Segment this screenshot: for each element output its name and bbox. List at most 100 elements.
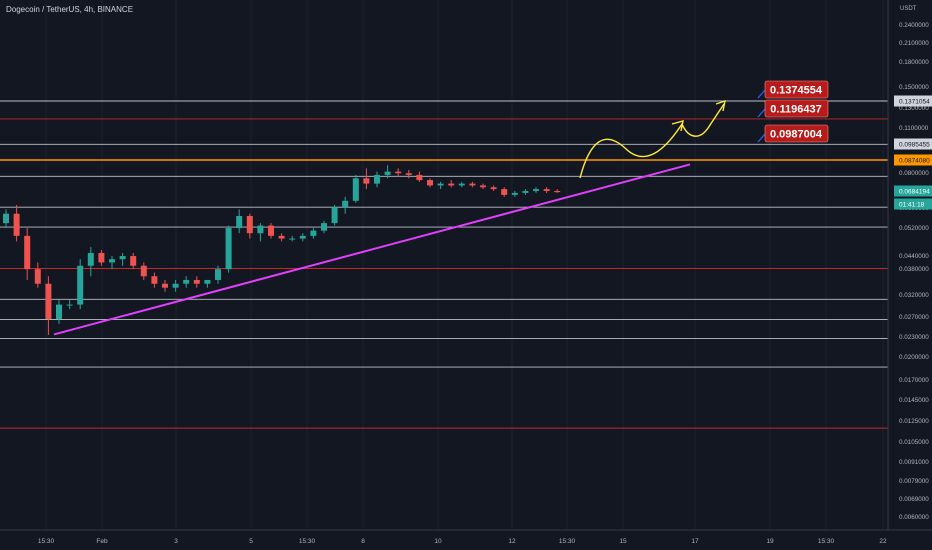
time-tick-label: 15:30 bbox=[299, 538, 316, 545]
candle-body bbox=[225, 228, 232, 270]
target-label: 0.0987004 bbox=[770, 129, 823, 141]
candle-body bbox=[331, 207, 338, 224]
target-label-box bbox=[764, 80, 829, 99]
time-tick-label: 15:30 bbox=[559, 538, 576, 545]
price-tick-label: 0.2400000 bbox=[899, 22, 929, 29]
price-tag-label: 0.1371054 bbox=[899, 99, 930, 106]
trendline bbox=[53, 163, 691, 336]
projection-arrowhead bbox=[715, 99, 726, 112]
candle-body bbox=[448, 183, 455, 186]
price-tick-label: 0.0320000 bbox=[899, 292, 929, 299]
candle-body bbox=[109, 259, 115, 263]
annotation-pointer bbox=[757, 89, 766, 99]
price-tag-label: 0.0874080 bbox=[899, 158, 930, 165]
candle-body bbox=[321, 223, 327, 231]
time-tick-label: 12 bbox=[508, 538, 516, 545]
price-tag bbox=[894, 198, 932, 210]
candle-body bbox=[342, 200, 349, 208]
price-tick-label: 0.0125000 bbox=[899, 418, 929, 425]
candle-body bbox=[310, 230, 317, 236]
candle-body bbox=[98, 252, 105, 263]
candle-body bbox=[395, 171, 402, 174]
price-tick-label: 0.2100000 bbox=[899, 40, 929, 47]
annotation-pointer bbox=[757, 133, 766, 143]
candle-body bbox=[77, 265, 84, 305]
candle-body bbox=[427, 180, 433, 186]
time-tick-label: 15:30 bbox=[38, 538, 55, 545]
candle-body bbox=[469, 183, 476, 186]
candle-body bbox=[437, 183, 444, 186]
price-tag-label: 01:41:18 bbox=[899, 202, 925, 209]
target-label-box bbox=[764, 99, 829, 118]
price-tick-label: 0.0380000 bbox=[899, 266, 929, 273]
time-tick-label: 8 bbox=[361, 538, 365, 545]
price-tick-label: 0.0060000 bbox=[899, 514, 929, 521]
price-tick-label: 0.0200000 bbox=[899, 354, 929, 361]
candle-body bbox=[458, 183, 465, 186]
candle-body bbox=[130, 256, 137, 266]
price-tick-label: 0.0230000 bbox=[899, 334, 929, 341]
candle-body bbox=[278, 235, 285, 239]
price-tick-label: 0.1100000 bbox=[899, 125, 929, 132]
candle-body bbox=[45, 283, 52, 319]
candle-body bbox=[501, 189, 508, 195]
time-tick-label: 10 bbox=[434, 538, 442, 545]
candle-body bbox=[490, 187, 497, 190]
time-tick-label: 15:30 bbox=[818, 538, 835, 545]
candle-body bbox=[363, 178, 370, 184]
price-tick-label: 0.1800000 bbox=[899, 59, 929, 66]
price-tick-label: 0.0270000 bbox=[899, 314, 929, 321]
price-tick-label: 0.0069000 bbox=[899, 496, 929, 503]
target-label: 0.1374554 bbox=[770, 85, 823, 97]
candle-body bbox=[299, 235, 306, 239]
candle-body bbox=[24, 235, 31, 270]
time-tick-label: 19 bbox=[766, 538, 774, 545]
candle-body bbox=[236, 216, 243, 229]
candle-body bbox=[66, 304, 73, 306]
candle-body bbox=[193, 279, 200, 284]
time-tick-label: 15 bbox=[619, 538, 627, 545]
candle-body bbox=[183, 279, 190, 284]
price-tag bbox=[894, 185, 932, 197]
candle-body bbox=[416, 174, 423, 181]
candle-body bbox=[352, 178, 359, 201]
target-label-box bbox=[764, 124, 829, 143]
price-axis bbox=[888, 0, 932, 530]
price-tick-label: 0.0145000 bbox=[899, 397, 929, 404]
time-tick-label: 3 bbox=[174, 538, 178, 545]
candle-body bbox=[3, 213, 9, 224]
price-tag bbox=[894, 95, 932, 107]
candle-body bbox=[56, 304, 62, 319]
price-tag-label: 0.0684194 bbox=[899, 189, 930, 196]
candle-body bbox=[119, 256, 126, 260]
candle-body bbox=[405, 173, 412, 175]
time-tick-label: Feb bbox=[96, 538, 108, 545]
price-tick-label: 0.0520000 bbox=[899, 225, 929, 232]
price-tag-label: 0.0985455 bbox=[899, 142, 930, 149]
candle-body bbox=[289, 238, 296, 240]
candle-body bbox=[151, 276, 158, 284]
candle-body bbox=[554, 190, 561, 193]
price-tag bbox=[894, 138, 932, 150]
candle-body bbox=[268, 225, 274, 236]
target-label: 0.1196437 bbox=[770, 104, 821, 116]
chart-title: Dogecoin / TetherUS, 4h, BINANCE bbox=[6, 5, 134, 14]
candle-body bbox=[522, 190, 529, 193]
candle-body bbox=[246, 216, 253, 234]
price-tick-label: 0.0440000 bbox=[899, 253, 929, 260]
candle-body bbox=[480, 185, 486, 188]
candle-body bbox=[257, 225, 264, 234]
candle-body bbox=[204, 279, 211, 284]
time-tick-label: 22 bbox=[879, 538, 887, 545]
time-tick-label: 5 bbox=[249, 538, 253, 545]
axis-currency: USDT bbox=[900, 6, 917, 12]
candle-body bbox=[162, 283, 168, 288]
price-tick-label: 0.0170000 bbox=[899, 377, 929, 384]
price-tick-label: 0.1300000 bbox=[899, 105, 929, 112]
candle-body bbox=[533, 189, 539, 191]
time-tick-label: 17 bbox=[691, 538, 699, 545]
candle-body bbox=[215, 269, 221, 280]
candle-body bbox=[140, 265, 147, 277]
candle-body bbox=[543, 189, 550, 191]
